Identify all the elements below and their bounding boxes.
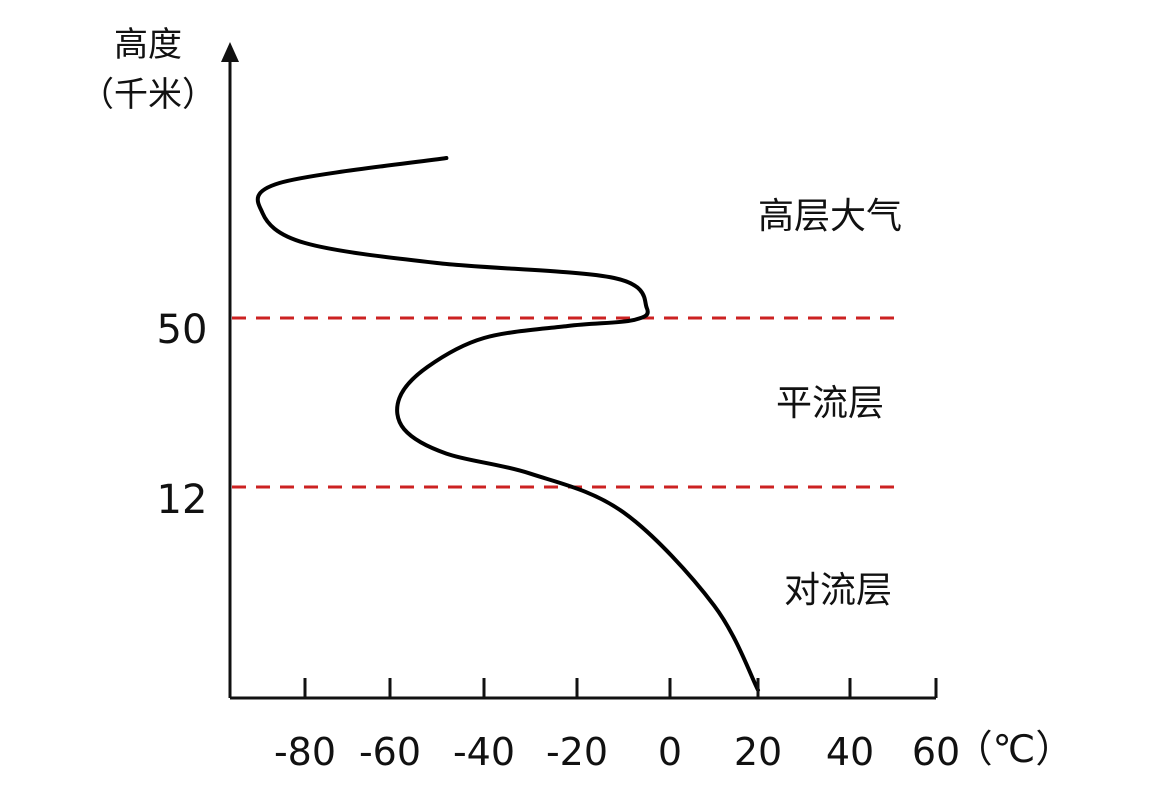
y-axis-title-line1: 高度: [114, 25, 182, 65]
x-tick-label: 40: [826, 730, 874, 774]
x-tick-label: -80: [274, 730, 336, 774]
y-axis-title-line2: （千米）: [80, 75, 216, 115]
x-axis-unit: （℃）: [955, 727, 1074, 771]
x-tick-label: -40: [453, 730, 515, 774]
x-tick-label: 0: [658, 730, 682, 774]
x-ticks: -80 -60 -40 -20 0 20 40 60: [274, 678, 960, 774]
x-tick-label: -60: [359, 730, 421, 774]
y-axis-arrow-icon: [221, 42, 239, 62]
layer-label-upper-atmosphere: 高层大气: [758, 196, 902, 237]
x-tick-label: -20: [546, 730, 608, 774]
y-tick-label-12: 12: [157, 477, 208, 523]
x-tick-label: 60: [912, 730, 960, 774]
temperature-curve: [255, 156, 760, 692]
layer-label-stratosphere: 平流层: [776, 383, 884, 424]
y-tick-label-50: 50: [157, 307, 208, 353]
x-tick-label: 20: [734, 730, 782, 774]
layer-label-troposphere: 对流层: [784, 570, 892, 611]
